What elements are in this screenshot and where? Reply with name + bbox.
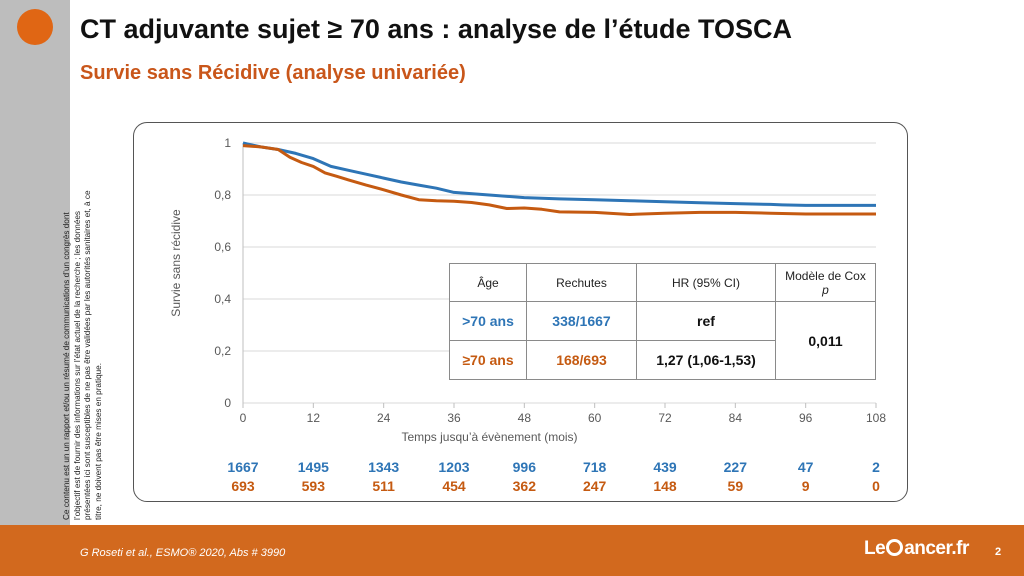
- row1-hr: ref: [636, 301, 776, 341]
- slide-title: CT adjuvante sujet ≥ 70 ans : analyse de…: [80, 14, 793, 44]
- row1-rechutes: 338/1667: [526, 301, 637, 341]
- at-risk-orange: 693: [231, 478, 255, 494]
- footer-reference: G Roseti et al., ESMO® 2020, Abs # 3990: [80, 547, 286, 559]
- y-tick-label: 0,2: [214, 344, 231, 358]
- row2-hr: 1,27 (1,06-1,53): [636, 340, 776, 380]
- slide-subtitle: Survie sans Récidive (analyse univariée): [80, 62, 466, 84]
- at-risk-blue: 996: [513, 459, 537, 475]
- at-risk-blue: 439: [653, 459, 677, 475]
- at-risk-orange: 362: [513, 478, 537, 494]
- logo-text-domain: ancer.fr: [904, 538, 969, 559]
- y-tick-label: 0,8: [214, 188, 231, 202]
- survival-curve-blue: [242, 141, 876, 207]
- at-risk-orange: 0: [872, 478, 880, 494]
- at-risk-orange: 511: [372, 478, 395, 494]
- lecancer-logo: Le ancer.fr: [864, 538, 969, 560]
- row2-rechutes: 168/693: [526, 340, 637, 380]
- at-risk-blue: 47: [798, 459, 814, 475]
- y-tick-label: 0: [224, 396, 231, 410]
- y-axis-title: Survie sans récidive: [169, 209, 183, 317]
- table-header-rechutes: Rechutes: [526, 263, 637, 302]
- x-tick-label: 96: [799, 411, 813, 425]
- footer-bar: [0, 525, 1024, 576]
- row1-age: >70 ans: [449, 301, 527, 341]
- x-tick-label: 48: [518, 411, 532, 425]
- at-risk-orange: 247: [583, 478, 607, 494]
- x-tick-label: 0: [240, 411, 247, 425]
- x-tick-label: 36: [447, 411, 461, 425]
- x-tick-label: 108: [866, 411, 886, 425]
- at-risk-blue: 1203: [438, 459, 469, 475]
- at-risk-blue: 1495: [298, 459, 329, 475]
- at-risk-orange: 593: [302, 478, 326, 494]
- table-header-cox: Modèle de Cox p: [775, 263, 876, 302]
- at-risk-blue: 718: [583, 459, 607, 475]
- cox-p-value: 0,011: [775, 301, 876, 380]
- table-header-hr: HR (95% CI): [636, 263, 776, 302]
- x-tick-label: 12: [307, 411, 321, 425]
- table-row: >70 ans 338/1667 ref 0,011: [449, 301, 876, 380]
- hazard-ratio-table: Âge Rechutes HR (95% CI) Modèle de Cox p…: [449, 263, 876, 380]
- brand-circle-icon: [17, 9, 53, 45]
- logo-c-icon: [886, 539, 904, 556]
- at-risk-orange: 9: [802, 478, 810, 494]
- page-number: 2: [995, 546, 1002, 558]
- table-header-p: p: [822, 282, 829, 297]
- table-header-cox-label: Modèle de Cox: [785, 268, 866, 283]
- row2-age: ≥70 ans: [449, 340, 527, 380]
- x-tick-label: 24: [377, 411, 391, 425]
- x-tick-label: 72: [658, 411, 672, 425]
- table-row: ≥70 ans 168/693 1,27 (1,06-1,53): [449, 340, 876, 380]
- at-risk-blue: 1667: [227, 459, 258, 475]
- at-risk-orange: 454: [442, 478, 466, 494]
- logo-text-le: Le: [864, 538, 886, 559]
- at-risk-blue: 2: [872, 459, 880, 475]
- at-risk-orange: 59: [728, 478, 744, 494]
- table-header-age: Âge: [449, 263, 527, 302]
- at-risk-orange: 148: [653, 478, 677, 494]
- y-tick-label: 0,6: [214, 240, 231, 254]
- side-bar: [0, 0, 70, 525]
- x-tick-label: 60: [588, 411, 602, 425]
- y-tick-label: 0,4: [214, 292, 231, 306]
- y-tick-label: 1: [224, 136, 231, 150]
- x-tick-label: 84: [729, 411, 743, 425]
- at-risk-blue: 1343: [368, 459, 399, 475]
- at-risk-blue: 227: [724, 459, 748, 475]
- survival-curve-orange: [242, 144, 876, 216]
- x-axis-title: Temps jusqu’à évènement (mois): [401, 430, 577, 444]
